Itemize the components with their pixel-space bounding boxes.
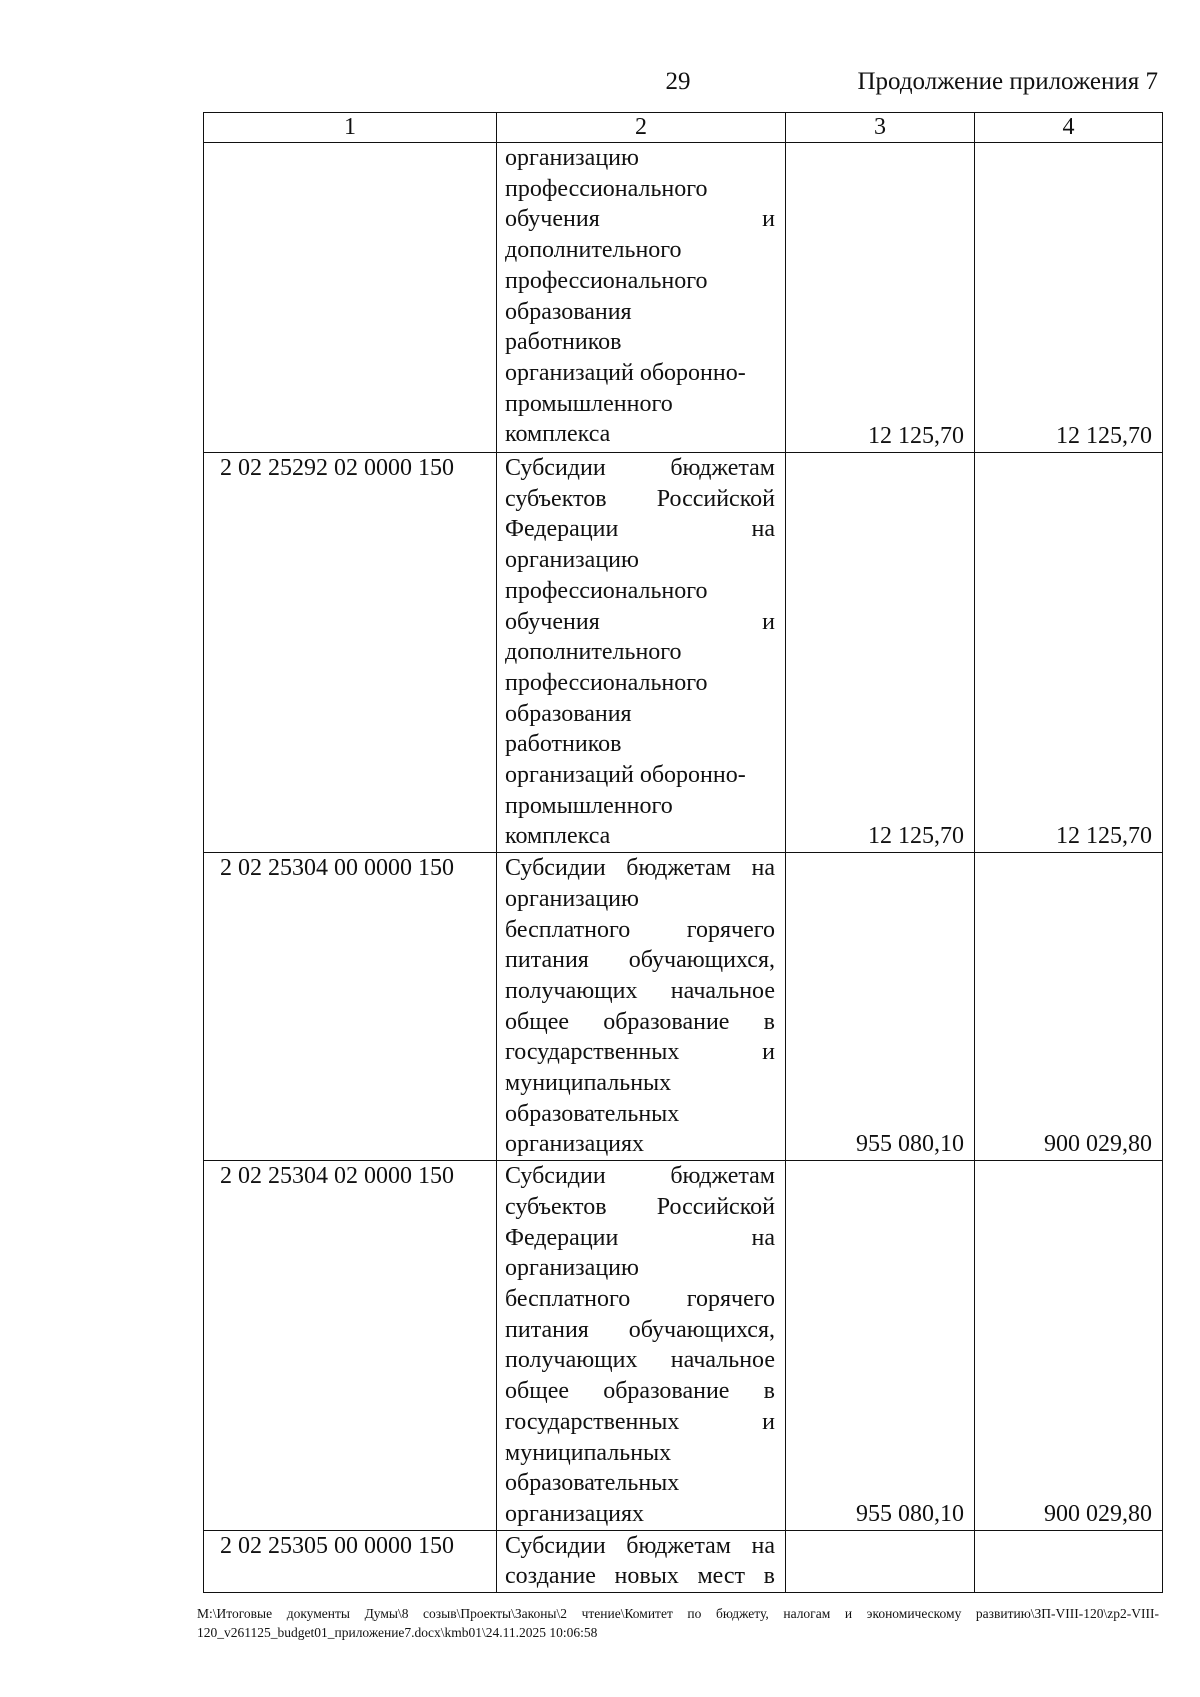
- page-number: 29: [665, 68, 691, 95]
- column-header-2: 2: [496, 112, 786, 143]
- budget-code-cell: 2 02 25304 00 0000 150: [203, 852, 497, 1162]
- table-row: 2 02 25305 00 0000 150 Субсидии бюджетам …: [203, 1529, 1163, 1594]
- table-row: организацию профессионального обучения и до…: [203, 142, 1163, 453]
- description-line: обучения и: [505, 608, 775, 635]
- description-line: обучения и: [505, 206, 775, 233]
- description-line: организацию: [505, 1255, 639, 1282]
- description-line: субъектов Российской: [505, 1193, 775, 1220]
- amount-col4-cell: 900 029,80: [974, 1160, 1163, 1531]
- description-line: получающих начальное: [505, 1347, 775, 1374]
- amount-col4-cell: 12 125,70: [974, 451, 1163, 854]
- description-line: образования: [505, 700, 632, 727]
- description-cell: организацию профессионального обучения и до…: [496, 142, 786, 453]
- description-line: государственных и: [505, 1039, 775, 1066]
- description-line: бесплатного горячего: [505, 916, 775, 943]
- description-line: создание новых мест в: [505, 1563, 775, 1590]
- description-line: муниципальных: [505, 1070, 672, 1097]
- table-row: 2 02 25292 02 0000 150 Субсидии бюджетам с…: [203, 451, 1163, 854]
- description-line: государственных и: [505, 1408, 775, 1435]
- description-line: Субсидии бюджетам: [505, 1163, 775, 1190]
- description-line: муниципальных: [505, 1439, 672, 1466]
- description-line: Субсидии бюджетам: [505, 455, 775, 481]
- description-line: дополнительного: [505, 639, 682, 666]
- description-line: организациях: [505, 1500, 645, 1527]
- description-line: Федерации на: [505, 516, 775, 543]
- amount-col4-cell: [974, 1529, 1163, 1594]
- description-line: профессионального: [505, 577, 708, 604]
- description-cell: Субсидии бюджетам субъектов Российской Фед…: [496, 1160, 786, 1531]
- budget-code-cell: 2 02 25292 02 0000 150: [203, 451, 497, 854]
- amount-col3-cell: [785, 1529, 975, 1594]
- budget-code-cell: 2 02 25305 00 0000 150: [203, 1529, 497, 1594]
- description-line: работников: [505, 731, 622, 758]
- budget-code-cell: [203, 142, 497, 453]
- table-row: 2 02 25304 02 0000 150 Субсидии бюджетам с…: [203, 1160, 1163, 1531]
- description-line: дополнительного: [505, 237, 682, 264]
- column-header-3: 3: [785, 112, 975, 143]
- description-line: организациях: [505, 1131, 645, 1158]
- column-header-4: 4: [974, 112, 1163, 143]
- table-header-row: 1 2 3 4: [203, 112, 1163, 143]
- description-line: организацию: [505, 885, 639, 912]
- amount-col3-cell: 955 080,10: [785, 852, 975, 1162]
- description-line: Субсидии бюджетам на: [505, 855, 775, 882]
- description-line: Федерации на: [505, 1224, 775, 1251]
- amount-col3-cell: 955 080,10: [785, 1160, 975, 1531]
- description-line: профессионального: [505, 175, 708, 202]
- description-line: получающих начальное: [505, 977, 775, 1004]
- description-line: организацию: [505, 145, 639, 171]
- budget-code-cell: 2 02 25304 02 0000 150: [203, 1160, 497, 1531]
- description-line: общее образование в: [505, 1008, 775, 1035]
- continuation-label: Продолжение приложения 7: [857, 68, 1158, 95]
- description-line: питания обучающихся,: [505, 1316, 775, 1343]
- description-line: Субсидии бюджетам на: [505, 1532, 775, 1559]
- description-cell: Субсидии бюджетам на организацию бесплатно…: [496, 852, 786, 1162]
- description-line: промышленного: [505, 390, 673, 417]
- description-line: образовательных: [505, 1100, 680, 1127]
- description-line: организаций оборонно-: [505, 359, 746, 386]
- description-line: профессионального: [505, 267, 708, 294]
- description-line: комплекса: [505, 823, 611, 850]
- description-line: питания обучающихся,: [505, 947, 775, 974]
- description-cell: Субсидии бюджетам на создание новых мест …: [496, 1529, 786, 1594]
- description-line: образовательных: [505, 1470, 680, 1497]
- description-cell: Субсидии бюджетам субъектов Российской Фед…: [496, 451, 786, 854]
- description-line: общее образование в: [505, 1378, 775, 1405]
- budget-table: 1 2 3 4 организацию профессионального обуч…: [203, 112, 1163, 1594]
- description-line: организаций оборонно-: [505, 762, 746, 789]
- description-line: профессионального: [505, 669, 708, 696]
- column-header-1: 1: [203, 112, 497, 143]
- amount-col3-cell: 12 125,70: [785, 142, 975, 453]
- table-row: 2 02 25304 00 0000 150 Субсидии бюджетам …: [203, 852, 1163, 1162]
- description-line: комплекса: [505, 421, 611, 448]
- description-line: промышленного: [505, 792, 673, 819]
- description-line: работников: [505, 329, 622, 356]
- description-line: субъектов Российской: [505, 485, 775, 512]
- description-line: организацию: [505, 547, 639, 574]
- amount-col4-cell: 900 029,80: [974, 852, 1163, 1162]
- description-line: образования: [505, 298, 632, 325]
- amount-col3-cell: 12 125,70: [785, 451, 975, 854]
- amount-col4-cell: 12 125,70: [974, 142, 1163, 453]
- document-path-footer: М:\Итоговые документы Думы\8 созыв\Проек…: [197, 1606, 1159, 1640]
- description-line: бесплатного горячего: [505, 1285, 775, 1312]
